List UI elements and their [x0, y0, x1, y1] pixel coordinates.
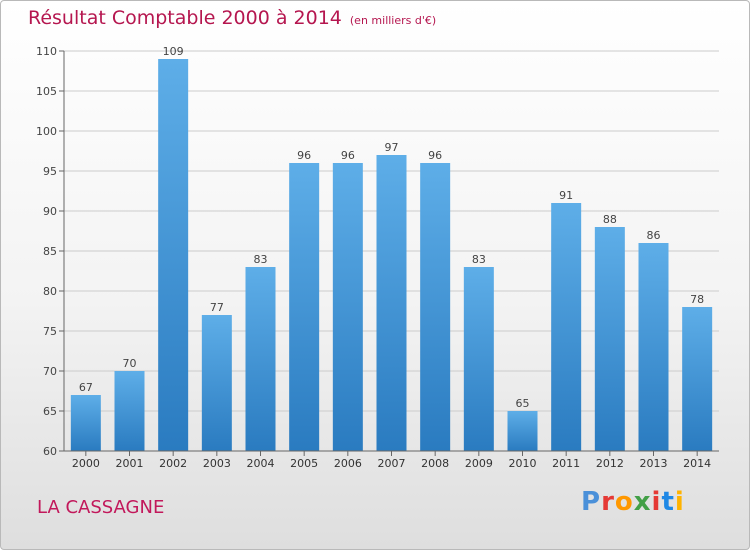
x-tick-label: 2005 [290, 457, 318, 470]
logo-letter: o [614, 487, 634, 517]
y-tick-label: 95 [43, 165, 57, 178]
x-tick-label: 2002 [159, 457, 187, 470]
x-tick-label: 2004 [247, 457, 275, 470]
bar-2004 [245, 267, 276, 451]
x-tick-label: 2007 [378, 457, 406, 470]
y-tick-label: 70 [43, 365, 57, 378]
x-tick-label: 2003 [203, 457, 231, 470]
value-label: 86 [647, 229, 661, 242]
bar-2008 [420, 163, 451, 451]
bar-2013 [638, 243, 669, 451]
bar-2012 [594, 227, 625, 451]
x-tick-label: 2010 [509, 457, 537, 470]
location-label: LA CASSAGNE [37, 497, 165, 518]
x-tick-label: 2001 [116, 457, 144, 470]
bar-2005 [289, 163, 320, 451]
value-label: 96 [341, 149, 355, 162]
value-label: 97 [385, 141, 399, 154]
bar-2002 [158, 59, 189, 451]
x-tick-label: 2009 [465, 457, 493, 470]
x-tick-label: 2013 [640, 457, 668, 470]
bar-2007 [376, 155, 407, 451]
value-label: 83 [254, 253, 268, 266]
bar-2003 [201, 315, 232, 451]
value-label: 67 [79, 381, 93, 394]
y-tick-label: 110 [36, 45, 57, 58]
y-tick-label: 100 [36, 125, 57, 138]
y-tick-label: 75 [43, 325, 57, 338]
value-label: 109 [163, 45, 184, 58]
x-tick-label: 2008 [421, 457, 449, 470]
logo-letter: P [581, 487, 602, 517]
y-tick-label: 60 [43, 445, 57, 458]
bar-2001 [114, 371, 145, 451]
y-tick-label: 65 [43, 405, 57, 418]
y-tick-label: 105 [36, 85, 57, 98]
logo-letter: i [651, 487, 662, 517]
chart-subtitle: (en milliers d'€) [349, 14, 437, 27]
x-tick-label: 2012 [596, 457, 624, 470]
bar-2011 [551, 203, 582, 451]
value-label: 65 [516, 397, 530, 410]
y-tick-label: 80 [43, 285, 57, 298]
bar-2014 [682, 307, 713, 451]
value-label: 88 [603, 213, 617, 226]
x-tick-label: 2000 [72, 457, 100, 470]
logo-letter: t [661, 487, 675, 517]
value-label: 96 [428, 149, 442, 162]
logo-letter: x [633, 487, 652, 517]
x-tick-label: 2006 [334, 457, 362, 470]
proxiti-logo: Proxiti [581, 487, 685, 517]
y-tick-label: 90 [43, 205, 57, 218]
logo-letter: r [601, 487, 615, 517]
bar-2000 [70, 395, 101, 451]
bar-2009 [463, 267, 494, 451]
value-label: 70 [123, 357, 137, 370]
x-tick-label: 2011 [552, 457, 580, 470]
bar-2010 [507, 411, 538, 451]
logo-letter: i [674, 487, 685, 517]
value-label: 78 [690, 293, 704, 306]
bar-2006 [332, 163, 363, 451]
value-label: 83 [472, 253, 486, 266]
chart-title: Résultat Comptable 2000 à 2014 (en millie… [28, 7, 436, 29]
value-label: 77 [210, 301, 224, 314]
y-tick-label: 85 [43, 245, 57, 258]
value-label: 91 [559, 189, 573, 202]
value-label: 96 [297, 149, 311, 162]
chart-title-main: Résultat Comptable 2000 à 2014 [28, 7, 342, 29]
x-tick-label: 2014 [683, 457, 711, 470]
